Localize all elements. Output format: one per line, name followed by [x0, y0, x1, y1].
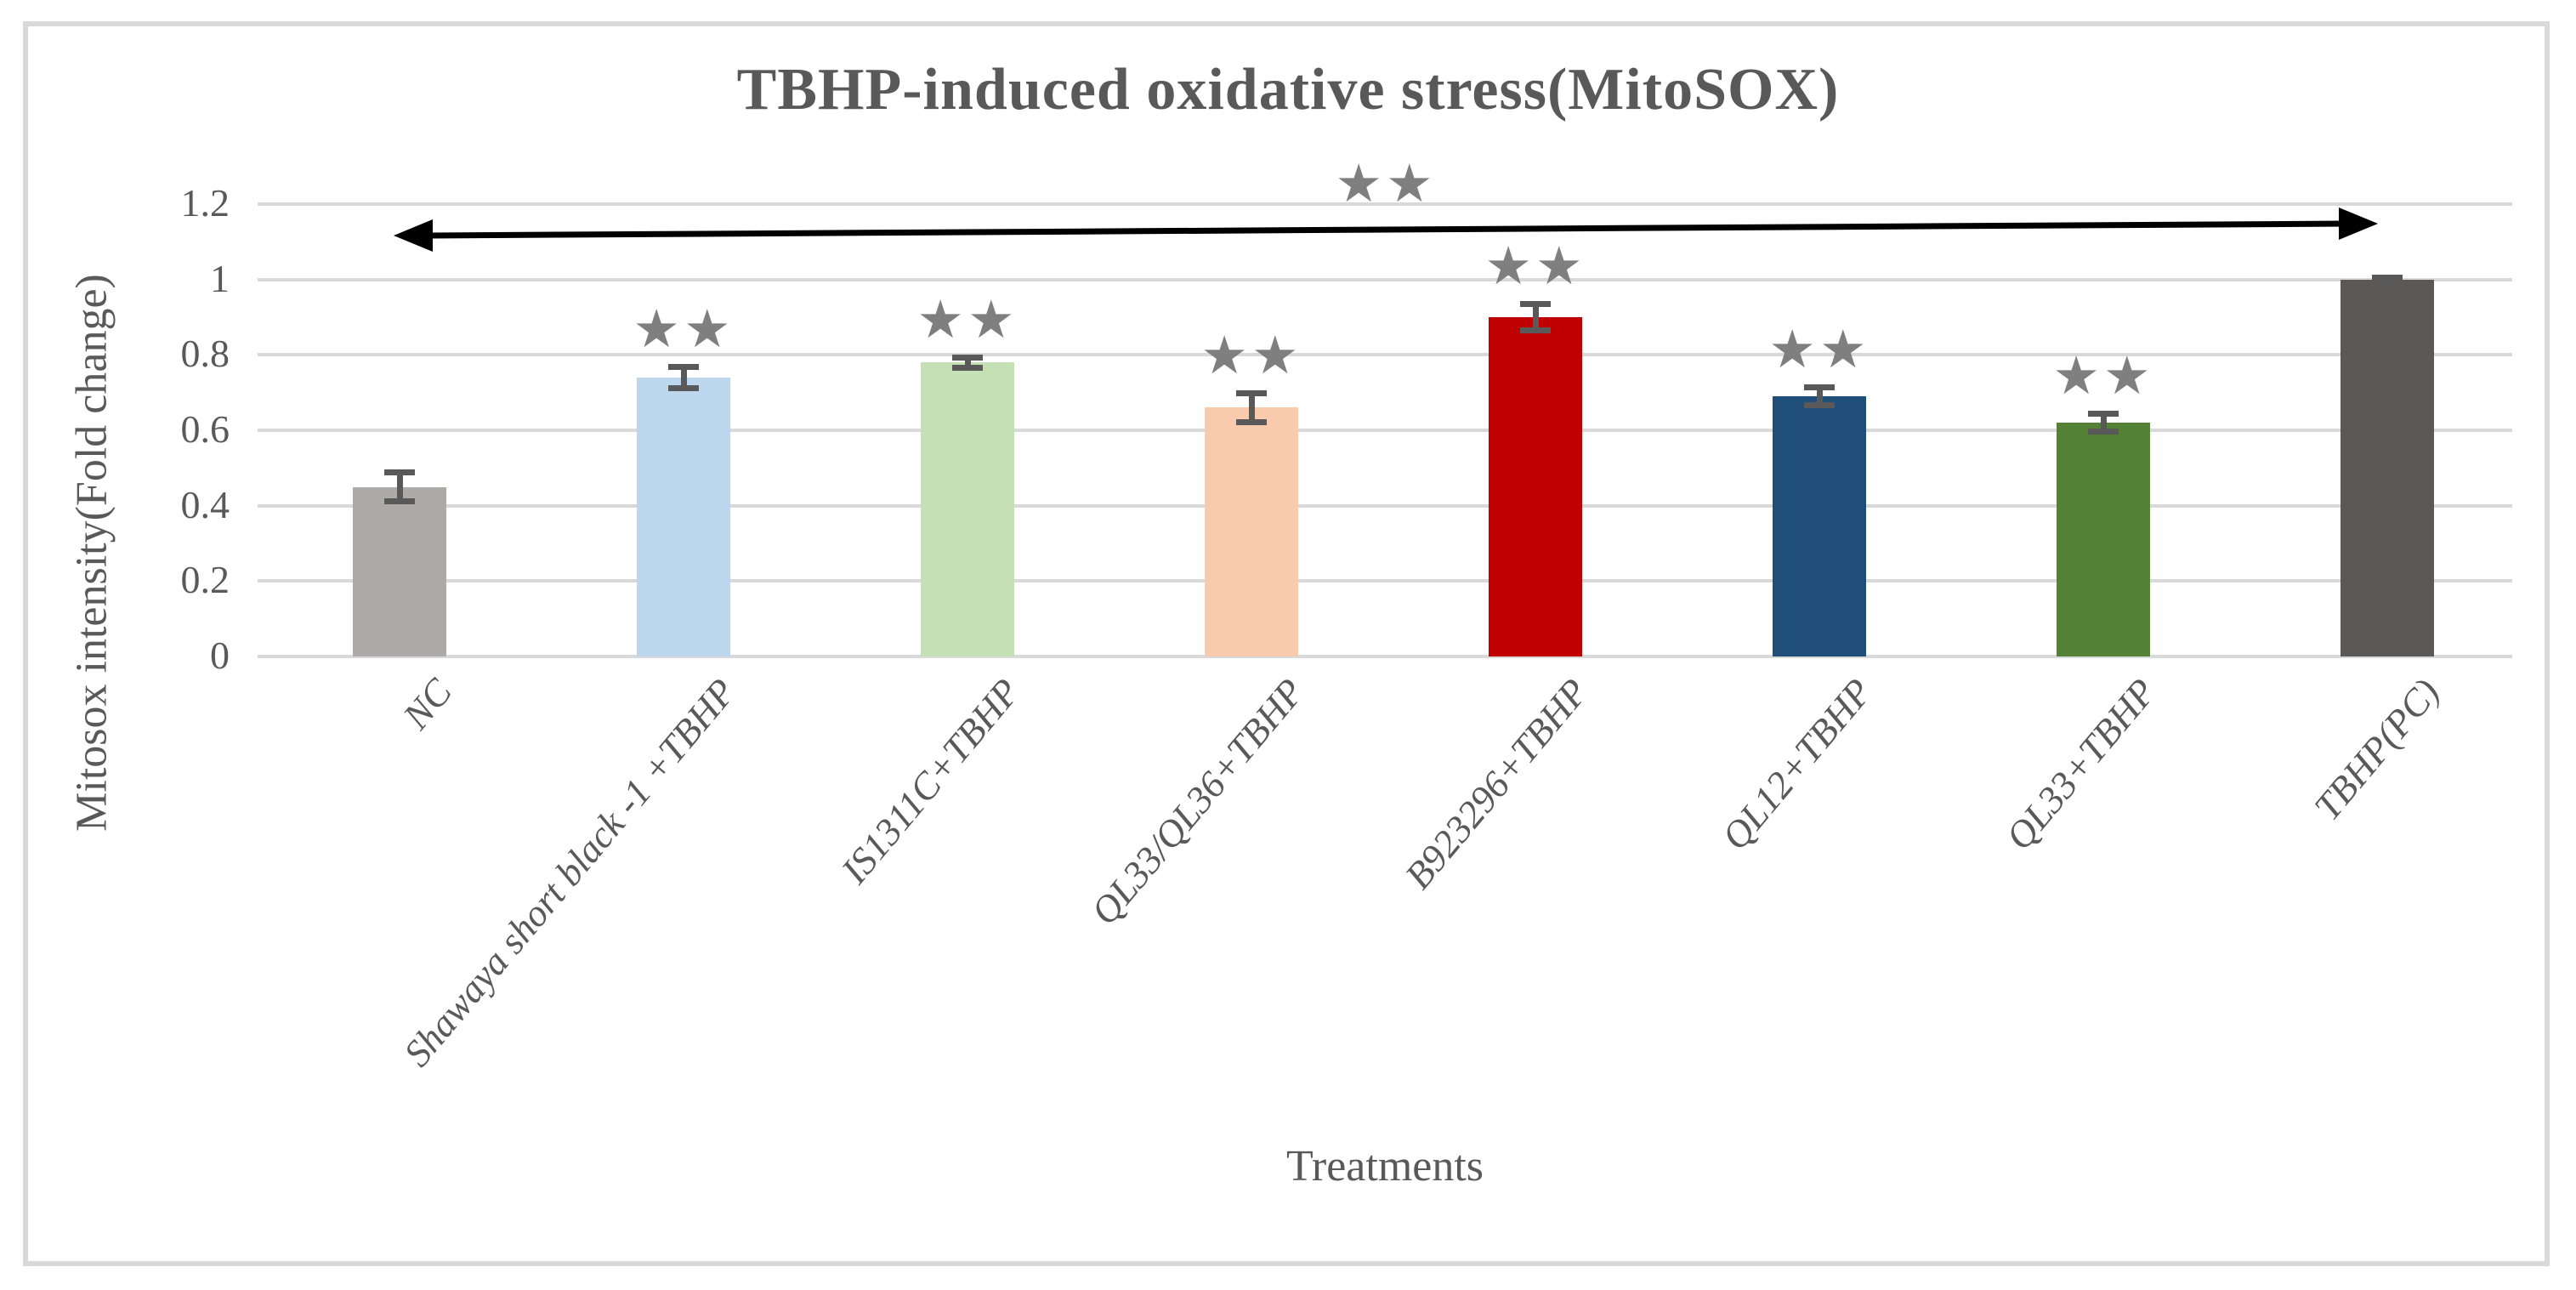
bar-nc	[353, 486, 446, 656]
y-tick-label: 1.2	[180, 181, 230, 224]
error-bar-cap	[2372, 278, 2403, 285]
bar-tbhp-pc	[2341, 279, 2434, 656]
error-bar-cap	[2372, 275, 2403, 281]
y-tick-label: 0	[210, 634, 230, 677]
error-bar-cap	[1520, 301, 1551, 308]
bar-b923296-tbhp	[1489, 317, 1582, 656]
y-tick-label: 0.2	[180, 558, 230, 602]
error-bar-cap	[1520, 327, 1551, 333]
y-tick-label: 0.8	[180, 332, 230, 376]
error-bar-cap	[668, 363, 699, 370]
error-bar	[1533, 304, 1539, 331]
gridline	[258, 202, 2512, 206]
error-bar	[397, 471, 403, 503]
overall-significance-stars: ★★	[1335, 152, 1437, 214]
bar-ql12-tbhp	[1773, 396, 1866, 656]
significance-stars: ★★	[916, 287, 1018, 350]
error-bar-cap	[2088, 411, 2119, 418]
error-bar-cap	[1236, 419, 1267, 426]
gridline	[258, 353, 2512, 357]
error-bar	[681, 366, 687, 389]
bar-ql33-ql36-tbhp	[1205, 407, 1298, 656]
error-bar	[1817, 387, 1823, 406]
gridline	[258, 579, 2512, 583]
significance-stars: ★★	[633, 297, 735, 360]
x-axis-title: Treatments	[1285, 1142, 1484, 1191]
error-bar-cap	[384, 469, 415, 475]
y-tick-label: 0.6	[180, 407, 230, 451]
significance-stars: ★★	[1200, 323, 1302, 386]
bar-is1311c-tbhp	[921, 362, 1014, 656]
significance-stars: ★★	[1484, 235, 1586, 298]
significance-stars: ★★	[1768, 318, 1870, 381]
error-bar	[965, 356, 971, 368]
error-bar-cap	[952, 364, 983, 371]
bar-shawaya-short-black-1-tbhp	[637, 377, 730, 656]
error-bar	[2101, 413, 2107, 433]
gridline	[258, 655, 2512, 658]
error-bar-cap	[952, 354, 983, 361]
bar-ql33-tbhp	[2057, 423, 2150, 656]
chart-title: TBHP-induced oxidative stress(MitoSOX)	[736, 57, 1840, 122]
error-bar	[1249, 392, 1255, 423]
y-tick-label: 0.4	[180, 482, 230, 526]
error-bar-cap	[668, 385, 699, 392]
gridline	[258, 277, 2512, 281]
significance-stars: ★★	[2052, 344, 2154, 407]
error-bar-cap	[2088, 429, 2119, 435]
gridline	[258, 429, 2512, 432]
error-bar-cap	[1804, 402, 1835, 409]
gridline	[258, 503, 2512, 508]
error-bar-cap	[384, 498, 415, 505]
y-tick-label: 1	[210, 256, 230, 300]
error-bar-cap	[1804, 384, 1835, 391]
error-bar-cap	[1236, 389, 1267, 396]
significance-arrow	[0, 0, 2576, 357]
